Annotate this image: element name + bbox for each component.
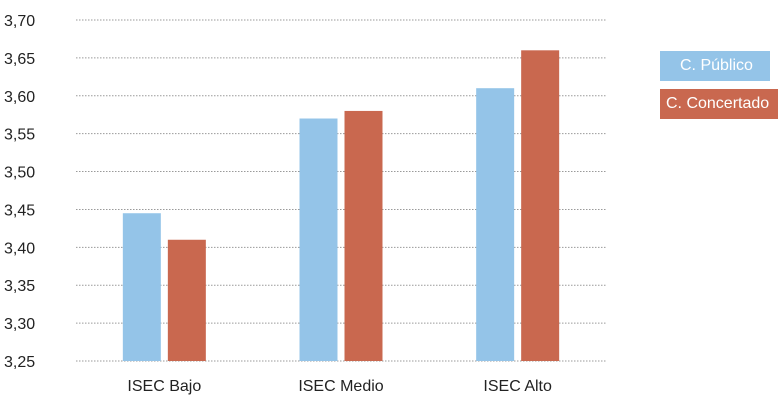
y-tick-label: 3,55: [4, 127, 35, 144]
legend-label-publico: C. Público: [680, 57, 753, 74]
y-tick-label: 3,35: [4, 278, 35, 295]
bar-publico: [299, 118, 338, 361]
y-tick-label: 3,45: [4, 202, 35, 219]
bar-publico: [122, 213, 161, 361]
bar-concertado: [521, 50, 560, 362]
y-tick-label: 3,70: [4, 13, 35, 30]
legend-item-concertado: C. Concertado: [660, 89, 778, 119]
bar-concertado: [344, 110, 383, 361]
y-tick-label: 3,40: [4, 240, 35, 257]
x-tick-label: ISEC Bajo: [127, 378, 201, 395]
y-tick-label: 3,65: [4, 51, 35, 68]
y-tick-label: 3,50: [4, 165, 35, 182]
bar-concertado: [167, 239, 206, 361]
y-tick-label: 3,30: [4, 316, 35, 333]
legend-label-concertado: C. Concertado: [666, 95, 770, 112]
y-tick-label: 3,25: [4, 354, 35, 371]
legend-item-publico: C. Público: [660, 51, 770, 81]
bar-publico: [476, 88, 515, 361]
y-tick-label: 3,60: [4, 89, 35, 106]
x-tick-label: ISEC Alto: [483, 378, 552, 395]
x-tick-label: ISEC Medio: [298, 378, 383, 395]
